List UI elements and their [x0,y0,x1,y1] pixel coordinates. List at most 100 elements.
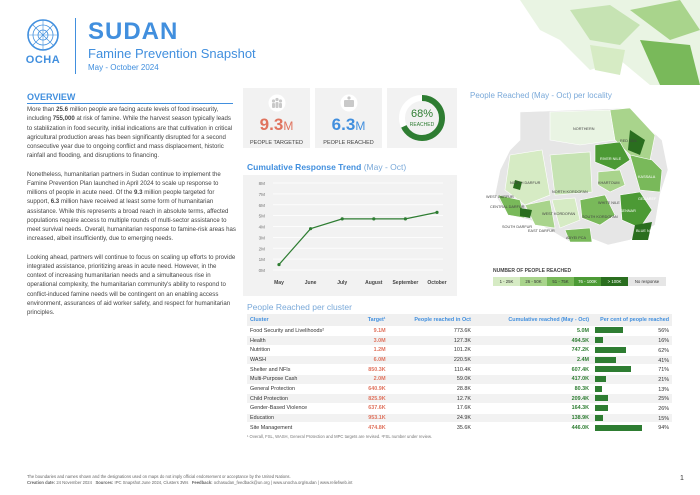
cluster-name: Education [247,413,357,424]
region-label-gedaref: GEDAREF [638,197,657,201]
percent-bar [595,366,631,373]
cluster-percent: 21% [592,374,672,385]
kpi-targeted-label: PEOPLE TARGETED [250,140,303,146]
un-logo: OCHA [22,18,64,78]
cluster-cumulative: 164.3K [473,403,592,414]
kpi-reached-label: PEOPLE REACHED [323,140,374,146]
cluster-reached-oct: 773.6K [388,326,474,337]
table-row: Gender-Based Violence 637.6K 17.6K 164.3K 26… [247,403,672,414]
cluster-table: Cluster Target¹ People reached in Oct Cu… [247,314,672,434]
percent-label: 94% [658,425,669,432]
cluster-reached-oct: 220.5K [388,355,474,366]
cluster-target: 953.1K [356,413,389,424]
trend-point [309,227,313,231]
cluster-percent: 56% [592,326,672,337]
table-row: WASH 6.0M 220.5K 2.4M 41% [247,355,672,366]
report-period: May - October 2024 [88,63,159,72]
cluster-target: 9.1M [356,326,389,337]
table-row: Site Management 474.8K 35.6K 446.0K 94% [247,422,672,434]
header-reached-oct: People reached in Oct [388,314,474,326]
cluster-percent: 94% [592,422,672,434]
x-tick-label: August [365,280,383,286]
percent-label: 41% [658,357,669,364]
y-tick-label: 7M [259,192,266,197]
y-tick-label: 4M [259,225,266,230]
cluster-cumulative: 446.0K [473,422,592,434]
percent-bar [595,385,602,392]
footer-meta: Creation date: 24 November 2024 Sources:… [27,480,353,486]
cluster-target: 640.9K [356,384,389,395]
map-legend-title: NUMBER OF PEOPLE REACHED [493,268,572,274]
cluster-cumulative: 607.4K [473,364,592,375]
map-disclaimer: The boundaries and names shown and the d… [27,474,291,479]
cluster-target: 825.9K [356,393,389,404]
percent-bar [595,337,603,344]
map-legend: 1 - 25K 26 - 50K 51 - 75K 76 - 100K > 100K No… [493,277,666,286]
cluster-reached-oct: 28.8K [388,384,474,395]
kpi-targeted-value: 9.3M [259,115,294,134]
header-map-decoration [500,0,700,85]
cluster-name: Health [247,335,357,346]
cluster-reached-oct: 110.4K [388,364,474,375]
reached-donut [399,95,445,141]
cluster-name: Child Protection [247,393,357,404]
sudan-locality-map: RED SEA NORTHERN RIVER NILE NORTH DARFUR… [486,107,669,246]
cluster-percent: 25% [592,393,672,404]
map-title: People Reached (May - Oct) per locality [470,91,612,100]
cluster-reached-oct: 24.9K [388,413,474,424]
cluster-percent: 41% [592,355,672,366]
region-label-kassala: KASSALA [638,175,656,179]
cluster-target: 3.0M [356,335,389,346]
trend-series-line [278,211,438,265]
percent-bar [595,424,642,431]
percent-bar [595,376,606,383]
cluster-percent: 15% [592,413,672,424]
page-subtitle: Famine Prevention Snapshot [88,46,256,61]
percent-label: 13% [658,386,669,393]
overview-paragraph-3: Looking ahead, partners will continue to… [27,253,236,317]
legend-item: 1 - 25K [493,277,520,286]
header-target: Target¹ [356,314,389,326]
cluster-table-title: People Reached per cluster [247,302,352,312]
trend-title: Cumulative Response Trend (May - Oct) [247,162,407,172]
region-label-red-sea: RED SEA [620,139,637,143]
trend-line-chart: 0M 1M 2M 3M 4M 5M 6M 7M 8M May June July August Septe… [259,181,447,286]
percent-label: 71% [658,367,669,374]
region-label-abyei: ABYEI PCA [566,236,587,240]
people-group-icon [243,94,310,117]
header-cluster: Cluster [247,314,357,326]
page-title: SUDAN [88,18,179,45]
region-label-khartoum: KHARTOUM [598,181,620,185]
legend-item: 26 - 50K [520,277,547,286]
trend-point [277,262,281,267]
region-label-central-darfur: CENTRAL DARFUR [490,205,525,209]
page-number: 1 [680,475,684,482]
kpi-percent-card: 68% REACHED [387,88,457,148]
cluster-target: 850.3K [356,364,389,375]
kpi-targeted-card: 9.3M PEOPLE TARGETED [243,88,310,148]
x-tick-label: September [392,280,418,286]
cluster-cumulative: 494.5K [473,335,592,346]
page-footer: The boundaries and names shown and the d… [27,474,352,487]
percent-label: 21% [658,376,669,383]
table-row: Multi-Purpose Cash 2.0M 59.0K 417.0K 21% [247,374,672,385]
percent-label: 15% [658,415,669,422]
percent-bar [595,405,608,412]
percent-label: 25% [658,396,669,403]
y-tick-label: 8M [259,181,266,186]
percent-bar [595,414,603,421]
cluster-reached-oct: 127.3K [388,335,474,346]
cluster-footnote: ¹ Overall, FSL, WASH, General Protection… [247,434,432,439]
cluster-name: Gender-Based Violence [247,403,357,414]
aid-package-icon [315,94,382,117]
percent-label: 56% [658,328,669,334]
kpi-reached-card: 6.3M PEOPLE REACHED [315,88,382,148]
trend-point [435,210,439,214]
table-row: Shelter and NFIs 850.3K 110.4K 607.4K 71% [247,364,672,375]
x-tick-label: July [337,280,347,286]
cluster-name: Multi-Purpose Cash [247,374,357,385]
header-divider [75,18,76,74]
x-tick-label: May [274,280,284,286]
cluster-name: General Protection [247,384,357,395]
cluster-name: Nutrition [247,345,357,356]
